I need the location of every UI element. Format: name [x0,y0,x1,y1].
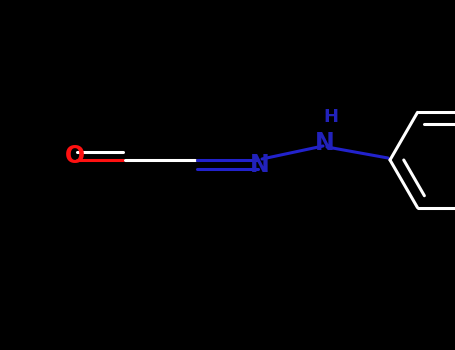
Text: H: H [324,108,339,126]
Text: N: N [315,131,335,155]
Text: N: N [250,153,270,177]
Text: O: O [65,144,85,168]
